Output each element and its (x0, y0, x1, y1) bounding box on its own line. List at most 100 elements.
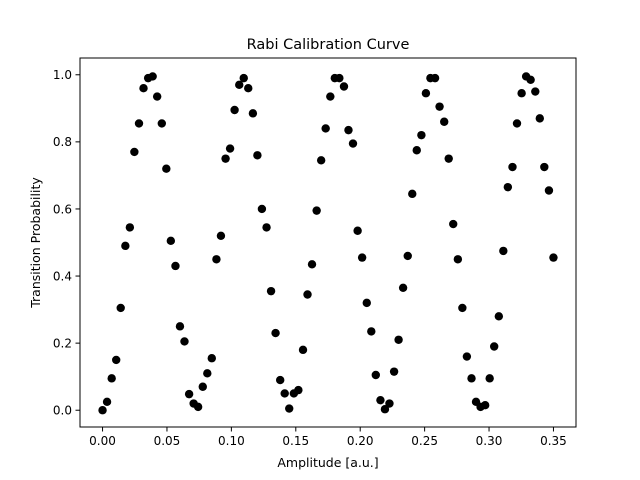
data-point (440, 117, 449, 126)
y-axis: 0.0 0.2 0.4 0.6 0.8 1.0 (53, 68, 80, 418)
data-point (193, 402, 203, 412)
data-point (512, 119, 522, 128)
data-point (230, 105, 239, 115)
data-point (326, 92, 335, 101)
y-tick-label: 0.4 (53, 269, 72, 283)
y-tick-label: 0.8 (53, 135, 72, 149)
data-point (494, 312, 504, 321)
data-point (449, 219, 458, 229)
data-point (444, 154, 453, 163)
data-point (549, 253, 558, 262)
data-point (517, 89, 526, 98)
data-point (316, 156, 326, 165)
data-point (121, 241, 130, 251)
data-point (262, 223, 271, 232)
data-point (335, 73, 344, 83)
data-point (503, 182, 513, 192)
y-tick-label: 0.2 (53, 336, 72, 350)
data-point (248, 109, 258, 118)
data-point (339, 82, 349, 91)
data-point (212, 255, 221, 264)
data-point (184, 389, 194, 399)
data-point (271, 328, 280, 338)
data-point (221, 154, 230, 163)
data-point (508, 162, 517, 172)
data-point (175, 322, 185, 331)
data-point (152, 92, 162, 101)
y-tick-label: 0.6 (53, 202, 72, 216)
data-point (321, 124, 330, 133)
x-axis: 0.00 0.05 0.10 0.15 0.20 0.25 0.30 0.35 (89, 427, 567, 448)
data-point (203, 369, 212, 378)
data-point (266, 286, 276, 296)
data-point (116, 303, 125, 313)
data-point (180, 337, 189, 346)
data-point (162, 164, 171, 173)
data-point (134, 119, 144, 128)
data-point (312, 206, 321, 215)
data-point (102, 397, 112, 407)
data-point (430, 73, 440, 83)
data-point (535, 114, 544, 123)
x-tick-label: 0.35 (540, 434, 567, 448)
data-point (353, 226, 362, 235)
x-tick-label: 0.15 (282, 434, 309, 448)
data-point (139, 83, 148, 93)
data-point (130, 147, 139, 157)
data-point (544, 186, 554, 195)
data-point (235, 80, 244, 90)
data-point (303, 290, 312, 299)
x-tick-label: 0.20 (347, 434, 374, 448)
data-point (385, 399, 394, 408)
data-point (244, 83, 253, 93)
data-point (98, 406, 107, 415)
chart-title: Rabi Calibration Curve (247, 37, 410, 53)
data-point (376, 395, 385, 405)
x-tick-label: 0.05 (154, 434, 181, 448)
data-point (198, 382, 207, 391)
data-point (403, 251, 412, 261)
data-point (458, 303, 467, 313)
data-point (398, 283, 408, 292)
data-point (148, 72, 157, 81)
data-point (499, 246, 508, 256)
data-point (540, 162, 549, 172)
data-point (280, 389, 289, 398)
data-point (462, 352, 472, 361)
data-point (171, 261, 180, 271)
data-point (125, 223, 135, 232)
data-point (257, 204, 267, 214)
markers-layer (98, 72, 558, 415)
data-point (489, 342, 499, 351)
data-point (371, 370, 380, 380)
data-point (485, 374, 494, 383)
data-point (307, 260, 317, 269)
data-point (166, 236, 176, 246)
plot-area-frame (79, 57, 577, 428)
data-point (380, 405, 390, 414)
data-point (408, 189, 417, 199)
data-point (285, 404, 294, 413)
data-point (417, 130, 426, 140)
data-point (362, 298, 371, 308)
data-point (298, 345, 308, 355)
data-point (367, 327, 376, 336)
x-tick-label: 0.00 (89, 434, 116, 448)
data-point (112, 355, 121, 365)
data-point (344, 125, 353, 135)
data-point (394, 335, 403, 344)
data-point (389, 367, 399, 376)
data-point (435, 102, 444, 111)
data-point (107, 374, 116, 383)
y-tick-label: 1.0 (53, 68, 72, 82)
x-axis-label: Amplitude [a.u.] (277, 455, 378, 470)
data-point (348, 139, 358, 148)
data-point (357, 253, 367, 262)
data-point (239, 73, 248, 83)
x-tick-label: 0.10 (218, 434, 245, 448)
data-point (225, 144, 235, 153)
data-point (216, 231, 226, 240)
data-point (294, 385, 303, 395)
